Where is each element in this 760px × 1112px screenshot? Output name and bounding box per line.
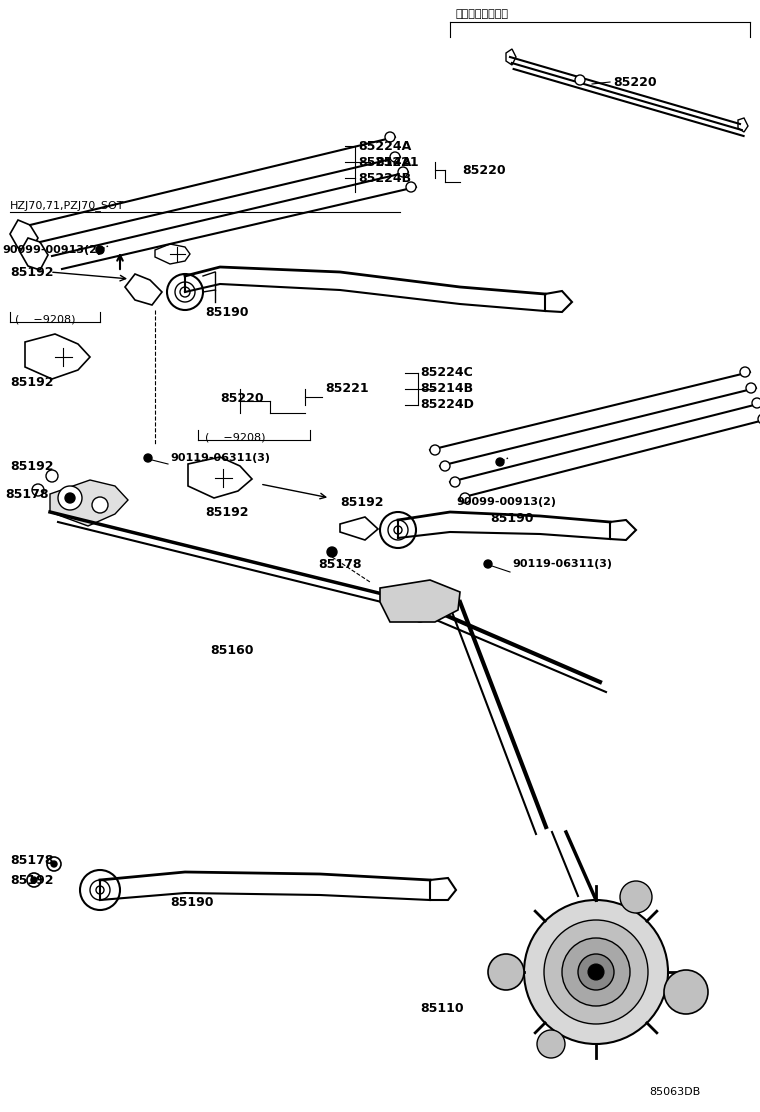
Text: 85220: 85220 [220,391,264,405]
Text: 85214B: 85214B [420,383,473,396]
Circle shape [46,470,58,481]
Text: 85192: 85192 [10,874,53,886]
Circle shape [544,920,648,1024]
Circle shape [327,547,337,557]
Circle shape [47,857,61,871]
Text: 85224C: 85224C [420,367,473,379]
Text: 85190: 85190 [205,306,249,318]
Text: 85190: 85190 [170,895,214,909]
Circle shape [746,383,756,393]
Circle shape [460,493,470,503]
Circle shape [752,398,760,408]
Circle shape [394,526,402,534]
Text: 85178: 85178 [318,557,362,570]
Text: 85192: 85192 [10,376,53,388]
Text: 85214A: 85214A [358,156,411,169]
Circle shape [664,970,708,1014]
Circle shape [406,182,416,192]
Text: 85224A: 85224A [358,139,411,152]
Polygon shape [188,457,252,498]
Polygon shape [430,878,456,900]
Circle shape [31,877,37,883]
Text: 90119-06311(3): 90119-06311(3) [512,559,612,569]
Polygon shape [380,580,460,622]
Circle shape [575,75,585,85]
Circle shape [562,939,630,1006]
Polygon shape [10,220,38,252]
Text: 85178: 85178 [10,854,53,866]
Circle shape [578,954,614,990]
Circle shape [430,445,440,455]
Circle shape [385,132,395,142]
Text: 85192: 85192 [10,459,53,473]
Text: 85178: 85178 [5,487,49,500]
Circle shape [92,497,108,513]
Polygon shape [610,520,636,540]
Circle shape [450,477,460,487]
Circle shape [390,588,410,608]
Circle shape [27,873,41,887]
Circle shape [484,560,492,568]
Text: (    −9208): ( −9208) [205,431,265,441]
Polygon shape [20,238,48,270]
Text: 90099-00913(2): 90099-00913(2) [2,245,102,255]
Polygon shape [50,480,128,526]
Text: ウィンタブレード: ウィンタブレード [455,9,508,19]
Circle shape [740,367,750,377]
Text: 85221: 85221 [375,156,419,169]
Text: 85221: 85221 [325,383,369,396]
Text: 85160: 85160 [210,644,254,656]
Circle shape [537,1030,565,1058]
Circle shape [96,246,104,254]
Circle shape [620,881,652,913]
Circle shape [32,484,44,496]
Polygon shape [155,244,190,264]
Circle shape [58,486,82,510]
Circle shape [180,287,190,297]
Polygon shape [545,291,572,312]
Text: 85063DB: 85063DB [649,1088,700,1098]
Text: 85190: 85190 [490,512,534,525]
Text: 85224B: 85224B [358,171,411,185]
Circle shape [588,964,604,980]
Circle shape [65,493,75,503]
Circle shape [524,900,668,1044]
Text: 90119-06311(3): 90119-06311(3) [170,453,270,463]
Text: 90099-00913(2): 90099-00913(2) [456,497,556,507]
Polygon shape [738,118,748,132]
Circle shape [414,610,426,622]
Text: 85220: 85220 [462,163,505,177]
Circle shape [96,886,104,894]
Circle shape [398,167,408,177]
Text: 85192: 85192 [10,266,53,278]
Text: HZJ70,71,PZJ70_SOT: HZJ70,71,PZJ70_SOT [10,200,125,211]
Text: 85224D: 85224D [420,398,474,411]
Circle shape [144,454,152,461]
Circle shape [488,954,524,990]
Polygon shape [25,334,90,379]
Text: (    −9208): ( −9208) [15,314,75,324]
Text: 85220: 85220 [613,76,657,89]
Text: 85192: 85192 [340,496,384,508]
Text: 85110: 85110 [420,1002,464,1014]
Circle shape [440,461,450,471]
Polygon shape [340,517,378,540]
Polygon shape [125,274,162,305]
Polygon shape [506,49,516,64]
Text: 85192: 85192 [205,506,249,518]
Circle shape [496,458,504,466]
Circle shape [390,152,400,162]
Circle shape [432,599,448,615]
Circle shape [758,414,760,424]
Circle shape [51,861,57,867]
